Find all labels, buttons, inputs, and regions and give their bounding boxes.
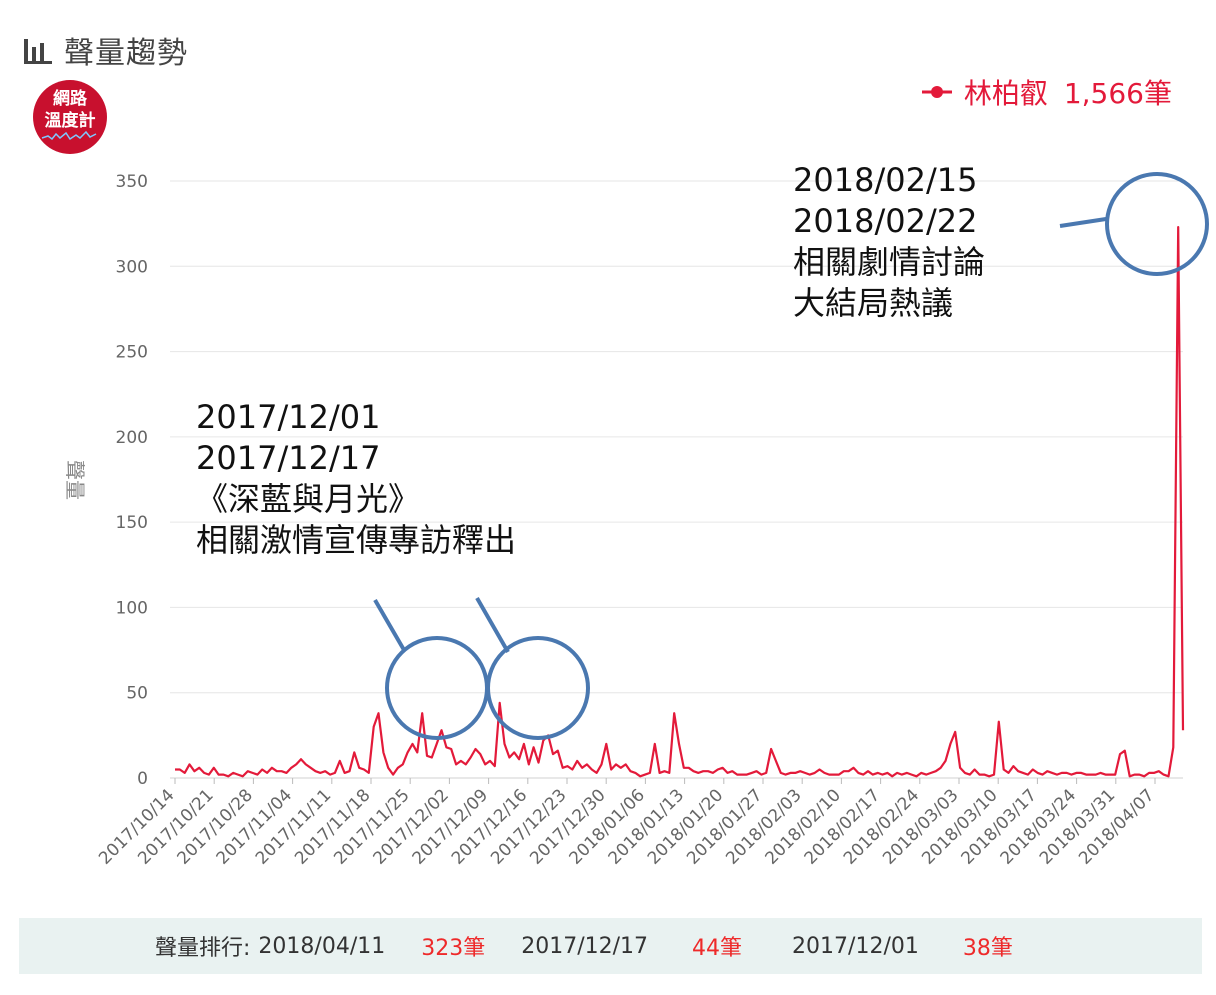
brand-logo-line2: 溫度計 [44,111,96,131]
volume-ranking-bar: 聲量排行: 2018/04/11 323筆 2017/12/17 44筆 201… [19,918,1202,974]
wave-icon [41,130,97,141]
y-tick-label: 0 [137,769,148,789]
ranking-label: 聲量排行: [155,936,251,961]
annotation-finale: 2018/02/15 2018/02/22 相關劇情討論 大結局熱議 [793,160,985,324]
rank-1-date: 2018/04/11 [258,933,386,959]
annotation-line: 2017/12/01 [196,398,381,436]
annotation-line: 2017/12/17 [196,439,381,477]
brand-logo-line1: 網路 [53,89,87,109]
callout-circle [486,636,590,740]
y-tick-label: 200 [116,428,148,448]
annotation-line: 2018/02/22 [793,202,978,240]
callout-circle [1105,172,1209,276]
rank-3-count: 38筆 [962,936,1013,961]
callout-pointer [373,598,406,652]
chart-legend[interactable]: 林柏叡 1,566筆 [921,72,1172,112]
legend-marker-icon [921,86,952,98]
legend-series-count: 1,566筆 [1063,77,1172,110]
rank-2-count: 44筆 [692,936,743,961]
annotation-line: 相關激情宣傳專訪釋出 [196,521,517,559]
chart-header: 聲量趨勢 [22,28,188,72]
y-tick-label: 250 [116,343,148,363]
rank-1-count: 323筆 [421,936,486,961]
callout-pointer [475,597,510,653]
rank-2-date: 2017/12/17 [521,933,649,959]
chart-title: 聲量趨勢 [64,36,188,71]
series-line [175,226,1185,778]
grid-lines [170,180,1183,779]
rank-3-date: 2017/12/01 [792,933,919,959]
annotation-line: 大結局熱議 [793,284,954,322]
y-tick-label: 350 [116,172,148,192]
y-axis-ticks: 0 50 100 150 200 250 300 350 [116,172,148,789]
y-tick-label: 300 [116,257,148,277]
x-axis-ticks: 2017/10/142017/10/212017/10/282017/11/04… [95,778,1159,869]
annotation-line: 《深藍與月光》 [196,480,421,518]
callout-pointer [1059,217,1107,228]
callout-circle [385,636,489,740]
y-axis-label: 聲量 [63,460,87,500]
brand-logo: 網路 溫度計 [33,80,107,154]
data-series [175,226,1185,778]
bar-chart-icon [24,39,52,64]
y-tick-label: 150 [116,513,148,533]
callouts [373,172,1209,740]
annotation-line: 相關劇情討論 [793,243,986,281]
y-tick-label: 50 [126,684,148,704]
annotation-line: 2018/02/15 [793,161,978,199]
legend-series-name: 林柏叡 [963,77,1048,110]
annotation-promotion: 2017/12/01 2017/12/17 《深藍與月光》 相關激情宣傳專訪釋出 [196,397,516,561]
y-tick-label: 100 [116,598,148,618]
